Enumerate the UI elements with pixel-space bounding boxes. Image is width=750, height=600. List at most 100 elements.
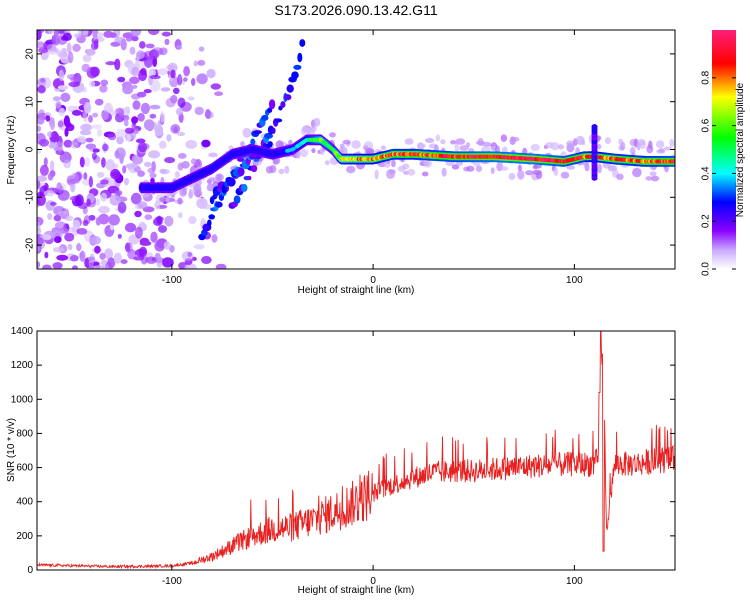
noise-blob (37, 41, 45, 49)
halo-blob (404, 138, 414, 145)
ridge-core (291, 146, 296, 151)
noise-blob (38, 138, 50, 147)
noise-blob (53, 214, 62, 222)
noise-blob (135, 226, 143, 239)
noise-blob (149, 49, 158, 59)
noise-blob (176, 44, 182, 50)
branch-blob (208, 214, 215, 220)
halo-blob (284, 165, 290, 174)
halo-blob (160, 169, 170, 175)
noise-blob (215, 263, 227, 269)
noise-blob (87, 256, 95, 262)
noise-blob (66, 42, 72, 54)
colorbar-ticks: 0.0 0.2 0.4 0.6 0.8 (701, 70, 736, 276)
colorbar: 0.0 0.2 0.4 0.6 0.8 Normalized spectral ampl… (701, 30, 746, 276)
noise-blob (139, 221, 146, 230)
halo-blob (637, 139, 646, 146)
noise-blob (138, 69, 148, 82)
noise-blob (37, 227, 42, 235)
y-tick-label: 400 (16, 497, 33, 508)
noise-blob (150, 79, 161, 92)
colorbar-tick-label: 0.4 (701, 166, 712, 180)
noise-blob (176, 131, 186, 137)
noise-blob (183, 66, 191, 77)
noise-blob (55, 221, 67, 230)
halo-blob (215, 173, 224, 181)
colorbar-bar (712, 30, 736, 269)
y-tick-label: 0 (25, 146, 36, 152)
noise-blob (196, 73, 208, 85)
x-tick-label: 0 (370, 275, 376, 286)
halo-blob (455, 161, 463, 166)
noise-blob (114, 58, 121, 71)
noise-blob (117, 201, 127, 214)
halo-blob (159, 197, 166, 203)
noise-blob (100, 192, 108, 202)
x-tick-label: 100 (566, 275, 583, 286)
branch-blob (237, 167, 245, 177)
halo-blob (137, 201, 148, 209)
noise-blob (109, 32, 117, 38)
branch-blob (293, 64, 302, 70)
noise-blob (72, 219, 81, 231)
halo-blob (363, 141, 374, 150)
noise-blob (124, 127, 135, 134)
noise-blob (166, 134, 172, 142)
noise-blob (134, 210, 142, 218)
noise-blob (48, 117, 55, 127)
noise-blob (177, 97, 186, 108)
noise-blob (113, 252, 122, 264)
noise-blob (101, 110, 109, 120)
noise-blob (65, 215, 74, 222)
y-tick-label: -10 (25, 190, 36, 205)
noise-blob (105, 261, 113, 269)
halo-blob (450, 140, 457, 145)
noise-blob (139, 241, 152, 246)
noise-blob (208, 152, 219, 158)
halo-blob (365, 147, 375, 156)
halo-blob (391, 159, 396, 168)
noise-blob (37, 180, 41, 190)
noise-blob (38, 47, 49, 54)
y-tick-label: 1400 (11, 326, 34, 337)
branch-blob (241, 183, 248, 192)
noise-blob (194, 106, 204, 116)
halo-blob (629, 147, 636, 155)
branch-blob (291, 71, 299, 79)
halo-blob (532, 169, 542, 175)
noise-blob (51, 130, 59, 141)
noise-blob (95, 198, 101, 206)
noise-blob (144, 56, 153, 68)
halo-blob (649, 171, 657, 177)
noise-blob (94, 98, 104, 106)
halo-blob (190, 158, 197, 165)
noise-blob (79, 130, 92, 136)
noise-blob (133, 256, 145, 261)
ridge-core (672, 159, 675, 164)
halo-blob (620, 141, 626, 151)
noise-blob (71, 109, 82, 116)
branch-blob (297, 52, 303, 63)
noise-blob (57, 85, 69, 90)
halo-blob (407, 168, 416, 176)
branch-blob (212, 194, 217, 200)
noise-blob (134, 248, 147, 257)
halo-blob (455, 138, 466, 145)
halo-blob (154, 200, 161, 210)
noise-blob (100, 79, 109, 86)
halo-blob (451, 164, 460, 170)
halo-blob (311, 148, 316, 154)
y-tick-label: 1000 (11, 394, 34, 405)
noise-blob (37, 191, 44, 197)
noise-blob (85, 137, 94, 143)
noise-blob (48, 144, 56, 149)
noise-blob (69, 255, 79, 262)
branch-blob (207, 219, 212, 227)
snr-marks (37, 331, 675, 570)
noise-blob (164, 157, 176, 164)
noise-blob (85, 157, 90, 168)
noise-blob (122, 84, 134, 95)
noise-blob (76, 243, 82, 252)
